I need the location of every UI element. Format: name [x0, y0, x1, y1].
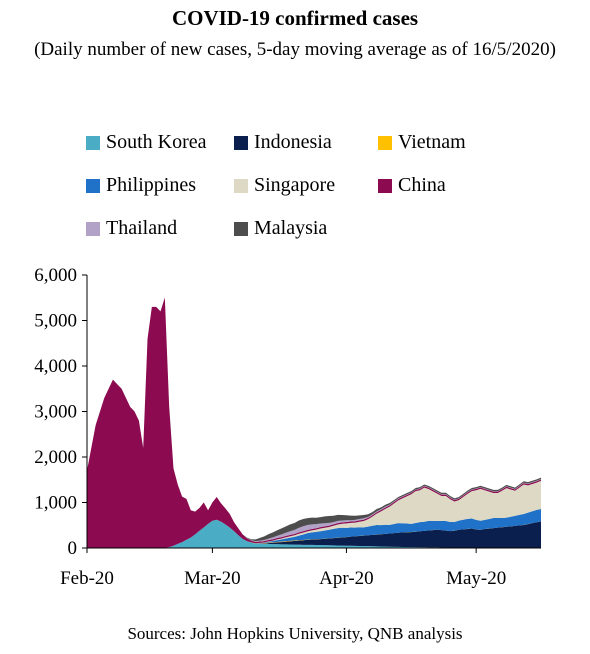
legend-label-china: China [398, 174, 446, 196]
area-philippines [87, 509, 541, 548]
legend-label-singapore: Singapore [254, 174, 336, 196]
chart-axes: 0 1,000 2,000 3,000 4,000 5,000 6,000 Feb-20 Mar… [34, 265, 541, 589]
y-tick-label: 0 [68, 538, 78, 559]
legend-label-vietnam: Vietnam [398, 131, 466, 153]
legend-swatch-thailand [86, 221, 100, 236]
chart-subtitle: (Daily number of new cases, 5-day moving… [34, 39, 556, 60]
legend-swatch-south-korea [86, 135, 100, 150]
legend-label-thailand: Thailand [106, 217, 178, 239]
area-south-korea [87, 519, 541, 548]
area-indonesia [87, 519, 541, 548]
legend-swatch-singapore [234, 178, 248, 193]
y-tick-label: 3,000 [34, 402, 77, 423]
legend-swatch-china [378, 178, 392, 193]
area-china [87, 297, 541, 548]
legend-label-philippines: Philippines [106, 174, 197, 196]
legend-item-malaysia: Malaysia [234, 217, 327, 240]
legend-item-vietnam: Vietnam [378, 131, 466, 154]
legend-label-south-korea: South Korea [106, 131, 207, 153]
x-tick-label: Apr-20 [319, 568, 374, 589]
legend-item-china: China [378, 174, 446, 197]
legend-swatch-vietnam [378, 135, 392, 150]
source-note: Sources: John Hopkins University, QNB an… [127, 624, 463, 643]
legend-item-south-korea: South Korea [86, 131, 207, 154]
y-tick-label: 2,000 [34, 447, 77, 468]
legend-item-singapore: Singapore [234, 174, 335, 197]
legend-label-malaysia: Malaysia [254, 217, 328, 239]
legend-label-indonesia: Indonesia [254, 131, 332, 153]
x-tick-label: May-20 [446, 568, 506, 589]
area-singapore [87, 480, 541, 548]
area-chart: 0 1,000 2,000 3,000 4,000 5,000 6,000 Feb-20 Mar… [34, 265, 541, 589]
x-tick-label: Feb-20 [60, 568, 114, 589]
chart-title: COVID-19 confirmed cases [171, 6, 419, 30]
y-tick-label: 1,000 [34, 493, 77, 514]
x-tick-label: Mar-20 [184, 568, 241, 589]
legend-item-philippines: Philippines [86, 174, 196, 197]
legend-item-indonesia: Indonesia [234, 131, 332, 154]
y-tick-label: 5,000 [34, 311, 77, 332]
legend-swatch-malaysia [234, 221, 248, 236]
y-tick-label: 4,000 [34, 356, 77, 377]
legend-swatch-indonesia [234, 135, 248, 150]
legend-item-thailand: Thailand [86, 217, 177, 240]
legend-swatch-philippines [86, 178, 100, 193]
chart-areas [87, 297, 541, 548]
y-tick-label: 6,000 [34, 265, 77, 286]
